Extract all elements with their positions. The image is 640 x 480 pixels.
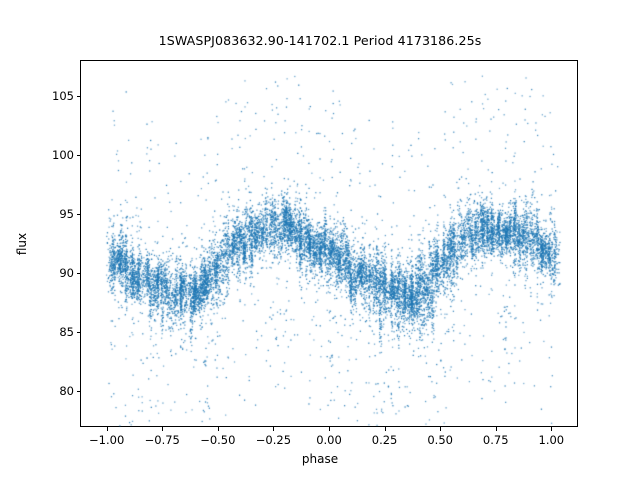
x-axis-tick-label: 1.00 bbox=[538, 433, 565, 447]
y-axis-tick-label: 100 bbox=[52, 147, 74, 162]
y-axis-tick-label: 105 bbox=[52, 88, 74, 103]
x-axis-tick-mark bbox=[162, 427, 164, 431]
y-axis-tick-mark bbox=[76, 95, 80, 97]
y-axis-tick-label: 80 bbox=[59, 384, 74, 399]
x-axis-tick-mark bbox=[384, 427, 386, 431]
y-axis-tick-label: 90 bbox=[59, 266, 74, 281]
y-axis-tick-mark bbox=[76, 213, 80, 215]
y-axis-tick-mark bbox=[76, 332, 80, 334]
x-axis-tick-mark bbox=[329, 427, 330, 431]
x-axis-tick-mark bbox=[217, 427, 219, 431]
scatter-data-layer bbox=[81, 61, 579, 428]
y-axis-tick-mark bbox=[76, 273, 80, 275]
x-axis-tick-label: 0.50 bbox=[427, 433, 453, 447]
y-axis-tick-label: 85 bbox=[59, 325, 74, 340]
x-axis-tick-mark bbox=[551, 427, 553, 431]
y-axis-tick-label: 95 bbox=[59, 206, 74, 221]
x-axis-tick-label: −0.25 bbox=[255, 433, 292, 447]
plot-axes bbox=[80, 60, 579, 428]
x-axis-tick-label: 0.00 bbox=[316, 433, 342, 447]
x-axis-tick-mark bbox=[495, 427, 497, 431]
y-axis-label: flux bbox=[15, 232, 29, 255]
x-axis-tick-label: 0.25 bbox=[371, 433, 398, 447]
y-axis-tick-mark bbox=[76, 391, 80, 393]
x-axis-tick-label: −0.75 bbox=[144, 433, 180, 447]
x-axis-label: phase bbox=[301, 452, 339, 466]
x-axis-tick-mark bbox=[440, 427, 442, 431]
x-axis-tick-label: −0.50 bbox=[200, 433, 236, 447]
y-axis-tick-mark bbox=[76, 154, 80, 156]
x-axis-tick-label: 0.75 bbox=[482, 433, 509, 447]
page-title: 1SWASPJ083632.90-141702.1 Period 4173186… bbox=[158, 33, 482, 48]
x-axis-tick-mark bbox=[273, 427, 275, 431]
x-axis-tick-label: −1.00 bbox=[89, 433, 125, 447]
x-axis-tick-mark bbox=[106, 427, 108, 431]
